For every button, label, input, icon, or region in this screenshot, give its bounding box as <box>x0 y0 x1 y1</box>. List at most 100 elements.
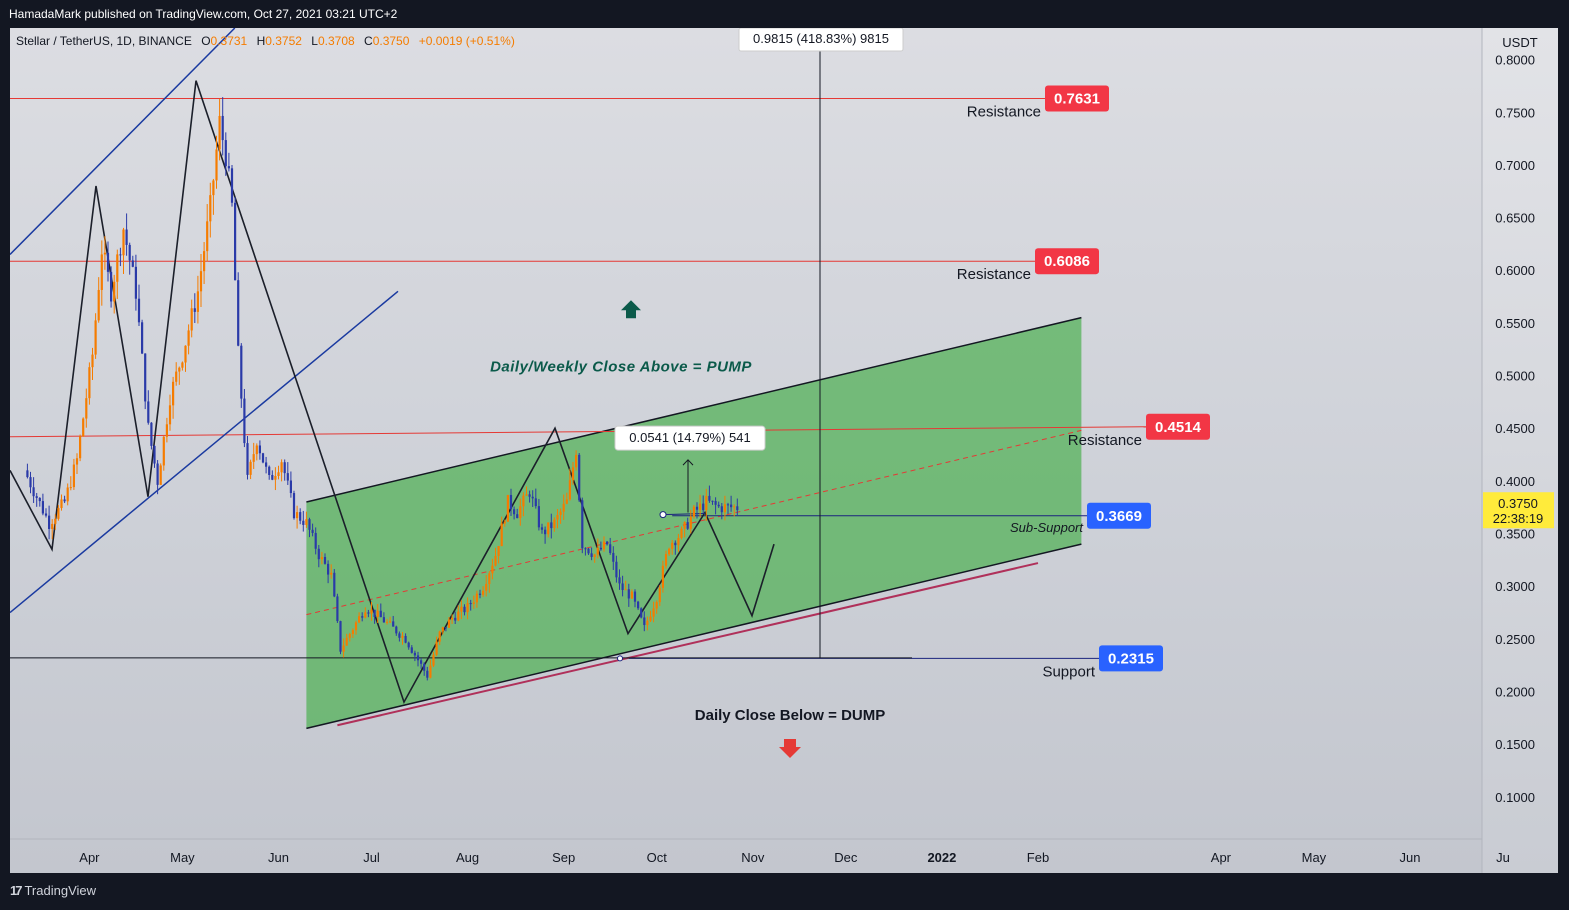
price-axis[interactable]: 0.8000 0.7500 0.7000 0.6500 0.6000 0.5500 0.50… <box>1495 53 1535 805</box>
candle <box>404 633 407 644</box>
candle-body <box>283 462 286 474</box>
anchor-point[interactable] <box>659 511 667 519</box>
candle <box>249 459 252 480</box>
time-axis[interactable]: Apr May Jun Jul Aug Sep Oct Nov Dec 2022 Feb Apr May… <box>79 850 1510 865</box>
candle <box>658 585 661 606</box>
candle <box>575 450 578 471</box>
candle <box>720 502 723 520</box>
candle-body <box>516 514 519 519</box>
candle <box>333 569 336 598</box>
candle-body <box>48 515 51 529</box>
candle <box>692 504 695 519</box>
price-tick: 0.4500 <box>1495 421 1535 436</box>
price-chart[interactable]: 0.7631 Resistance 0.6086 Resistance 0.4514 Re… <box>10 28 1558 873</box>
candle-body <box>91 354 94 368</box>
candle <box>336 593 339 623</box>
candle-body <box>230 168 234 203</box>
channel-lower-line[interactable] <box>306 543 1082 730</box>
candle <box>32 477 35 503</box>
blue-trendline-upper[interactable] <box>10 28 236 255</box>
candle <box>339 620 342 655</box>
candle <box>57 504 60 521</box>
candle <box>736 498 739 517</box>
chart-frame[interactable]: 0.7631 Resistance 0.6086 Resistance 0.4514 Re… <box>10 28 1558 873</box>
candle-body <box>354 622 358 631</box>
candle <box>389 616 392 623</box>
candle <box>227 152 230 172</box>
sub-support-anchor[interactable] <box>662 513 706 516</box>
candle <box>612 546 615 570</box>
candle-body <box>509 494 513 510</box>
level-tag-2[interactable]: 0.4514 <box>1146 413 1210 440</box>
price-tick: 0.6000 <box>1495 263 1535 278</box>
candle <box>370 601 373 621</box>
candle-body <box>482 590 485 595</box>
candle <box>38 497 41 507</box>
zigzag-pattern[interactable] <box>10 80 775 705</box>
candle <box>299 508 302 525</box>
candle-body <box>82 418 85 437</box>
top-measure-bg <box>738 28 904 52</box>
candle <box>544 526 547 544</box>
candle <box>553 517 556 532</box>
legend-low: 0.3708 <box>318 34 355 48</box>
level-tag-0[interactable]: 0.7631 <box>1045 85 1109 112</box>
support-trendline[interactable] <box>337 562 1039 727</box>
candle <box>206 204 209 262</box>
top-measure-box[interactable]: 0.9815 (418.83%) 9815 <box>738 28 904 52</box>
candle-body <box>292 493 296 519</box>
candle <box>537 498 540 531</box>
candle <box>491 558 494 580</box>
blue-trendline-lower[interactable] <box>10 290 399 614</box>
candle-body <box>472 602 475 604</box>
anchor-point[interactable] <box>617 655 623 662</box>
candle <box>683 521 686 538</box>
candle <box>221 97 224 156</box>
candle-body <box>438 631 441 642</box>
candle-body <box>106 252 110 272</box>
level-tag-3[interactable]: 0.3669 <box>1087 502 1151 529</box>
candle-body <box>627 589 630 599</box>
candle <box>255 443 258 461</box>
brand-name: TradingView <box>24 883 97 898</box>
tradingview-logo[interactable]: 17 TradingView <box>10 883 96 898</box>
candle <box>252 442 255 469</box>
candle-body <box>497 546 500 556</box>
level-line-2[interactable] <box>10 426 1147 438</box>
candle <box>296 505 299 529</box>
legend-symbol: Stellar / TetherUS, 1D, BINANCE <box>16 34 192 48</box>
candle <box>531 490 534 507</box>
candle <box>385 618 389 625</box>
channel-midline[interactable] <box>306 429 1082 616</box>
candle-body <box>404 635 407 643</box>
candle <box>429 659 432 679</box>
candle-body <box>602 541 606 550</box>
arrow-up-icon <box>682 459 694 466</box>
candle-body <box>640 608 643 618</box>
candle-body <box>624 589 627 591</box>
candle <box>94 313 97 359</box>
candle <box>568 468 571 501</box>
candle <box>243 388 246 448</box>
candle-body <box>720 506 723 513</box>
candle <box>646 616 649 631</box>
countdown-value: 22:38:19 <box>1493 511 1544 526</box>
candle <box>311 523 314 537</box>
level-tag-1[interactable]: 0.6086 <box>1035 248 1099 275</box>
price-tick: 0.1000 <box>1495 790 1535 805</box>
candle <box>407 641 410 650</box>
candle <box>85 388 88 428</box>
candle-body <box>165 424 168 437</box>
candle <box>261 452 265 464</box>
candle-body <box>193 308 196 312</box>
level-tag-value: 0.4514 <box>1155 419 1202 436</box>
mid-measure-box[interactable]: 0.0541 (14.79%) 541 <box>614 425 766 451</box>
channel-upper-line[interactable] <box>306 316 1082 503</box>
level-tag-4[interactable]: 0.2315 <box>1099 645 1163 672</box>
level-tag-bg <box>1045 85 1109 112</box>
candle <box>342 638 345 658</box>
candle-body <box>407 642 410 648</box>
time-tick: Oct <box>647 850 668 865</box>
candle-body <box>733 506 736 508</box>
